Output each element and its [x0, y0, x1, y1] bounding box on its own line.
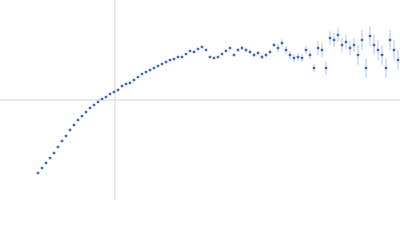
- point: [168, 58, 172, 62]
- point: [96, 100, 100, 104]
- point: [116, 88, 120, 92]
- point: [348, 46, 352, 50]
- point: [360, 38, 364, 42]
- point: [344, 40, 348, 44]
- point: [136, 75, 140, 79]
- point: [64, 134, 68, 138]
- point: [228, 46, 232, 50]
- point: [384, 66, 388, 70]
- point: [88, 106, 92, 110]
- point: [40, 166, 44, 170]
- point: [356, 53, 360, 57]
- point: [276, 46, 280, 50]
- point: [44, 161, 48, 165]
- point: [144, 70, 148, 74]
- point: [240, 46, 244, 50]
- point: [224, 49, 228, 53]
- point: [264, 53, 268, 57]
- point: [36, 171, 40, 175]
- point: [164, 60, 168, 64]
- point: [260, 55, 264, 59]
- point: [296, 55, 300, 59]
- point: [56, 145, 60, 149]
- point: [200, 45, 204, 49]
- point: [156, 64, 160, 68]
- point: [300, 56, 304, 60]
- point: [100, 97, 104, 101]
- point: [112, 90, 116, 94]
- point: [248, 50, 252, 54]
- point: [308, 53, 312, 57]
- point: [328, 36, 332, 40]
- point: [392, 48, 396, 52]
- point: [372, 43, 376, 47]
- point: [244, 48, 248, 52]
- point: [192, 50, 196, 54]
- point: [316, 46, 320, 50]
- point: [272, 43, 276, 47]
- point: [172, 57, 176, 61]
- point: [108, 92, 112, 96]
- point: [368, 34, 372, 38]
- point: [84, 110, 88, 114]
- point: [52, 151, 56, 155]
- point: [72, 123, 76, 127]
- point: [128, 81, 132, 85]
- point: [380, 53, 384, 57]
- point: [68, 128, 72, 132]
- point: [288, 53, 292, 57]
- point: [336, 33, 340, 37]
- point: [188, 49, 192, 53]
- point: [180, 55, 184, 59]
- point: [204, 48, 208, 52]
- point: [256, 51, 260, 55]
- point: [376, 48, 380, 52]
- point: [184, 52, 188, 56]
- point: [48, 156, 52, 160]
- point: [120, 84, 124, 88]
- point: [216, 55, 220, 59]
- point: [60, 139, 64, 143]
- point: [212, 56, 216, 60]
- point: [220, 52, 224, 56]
- point: [124, 82, 128, 86]
- point: [292, 56, 296, 60]
- point: [312, 66, 316, 70]
- point: [92, 103, 96, 107]
- chart: [0, 0, 400, 200]
- point: [152, 66, 156, 70]
- point: [132, 78, 136, 82]
- point: [320, 48, 324, 52]
- point: [160, 62, 164, 66]
- point: [208, 55, 212, 59]
- point: [76, 118, 80, 122]
- point: [352, 43, 356, 47]
- point: [252, 53, 256, 57]
- point: [148, 68, 152, 72]
- point: [236, 48, 240, 52]
- point: [396, 58, 400, 62]
- point: [268, 50, 272, 54]
- point: [332, 38, 336, 42]
- point: [280, 41, 284, 45]
- point: [196, 47, 200, 51]
- point: [340, 43, 344, 47]
- point: [364, 66, 368, 70]
- point: [104, 95, 108, 99]
- point: [324, 66, 328, 70]
- point: [232, 53, 236, 57]
- point: [140, 72, 144, 76]
- point: [80, 114, 84, 118]
- point: [388, 38, 392, 42]
- point: [176, 55, 180, 59]
- point: [304, 48, 308, 52]
- point: [284, 48, 288, 52]
